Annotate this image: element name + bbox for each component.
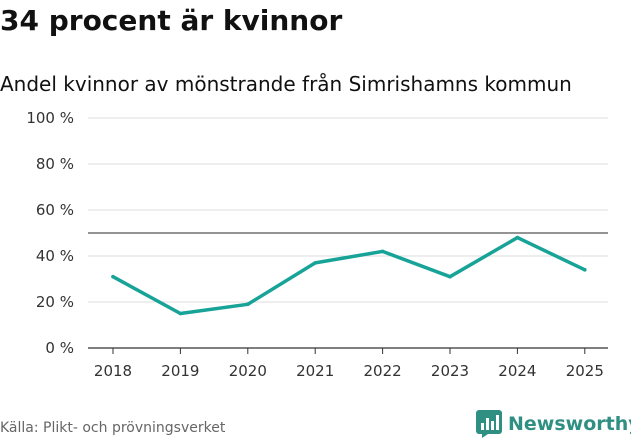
source-note: Källa: Plikt- och prövningsverket [0, 420, 226, 436]
bar-chart-icon [476, 410, 502, 438]
chart-title: 34 procent är kvinnor [0, 4, 343, 37]
y-tick-label: 0 % [45, 339, 74, 357]
brand-name: Newsworthy [508, 413, 631, 435]
y-tick-label: 20 % [36, 293, 74, 311]
x-tick-label: 2020 [229, 362, 267, 380]
data-point [178, 311, 183, 316]
series-layer [111, 235, 587, 316]
y-tick-label: 60 % [36, 201, 74, 219]
y-tick-label: 80 % [36, 155, 74, 173]
line-chart: 0 % 20 % 40 % 60 % 80 % 100 % 2018 2019 2020 202… [26, 109, 608, 380]
x-tick-label: 2024 [498, 362, 536, 380]
y-axis-ticks: 0 % 20 % 40 % 60 % 80 % 100 % [26, 109, 74, 357]
x-tick-label: 2018 [94, 362, 132, 380]
x-tick-label: 2022 [364, 362, 402, 380]
data-point [448, 274, 452, 279]
series-line [111, 235, 587, 316]
x-axis-ticks: 2018 2019 2020 2021 2022 2023 2024 2025 [94, 348, 604, 380]
x-tick-label: 2023 [431, 362, 469, 380]
data-point [583, 268, 587, 272]
brand-logo: Newsworthy [476, 409, 631, 439]
data-point [515, 235, 520, 240]
x-tick-label: 2021 [296, 362, 334, 380]
x-tick-label: 2025 [566, 362, 604, 380]
data-point [111, 274, 115, 279]
data-point [380, 249, 385, 254]
y-tick-label: 100 % [26, 109, 74, 127]
x-tick-label: 2019 [161, 362, 199, 380]
y-tick-label: 40 % [36, 247, 74, 265]
data-point [246, 302, 250, 307]
chart-subtitle: Andel kvinnor av mönstrande från Simrish… [0, 72, 572, 96]
data-point [313, 261, 318, 265]
